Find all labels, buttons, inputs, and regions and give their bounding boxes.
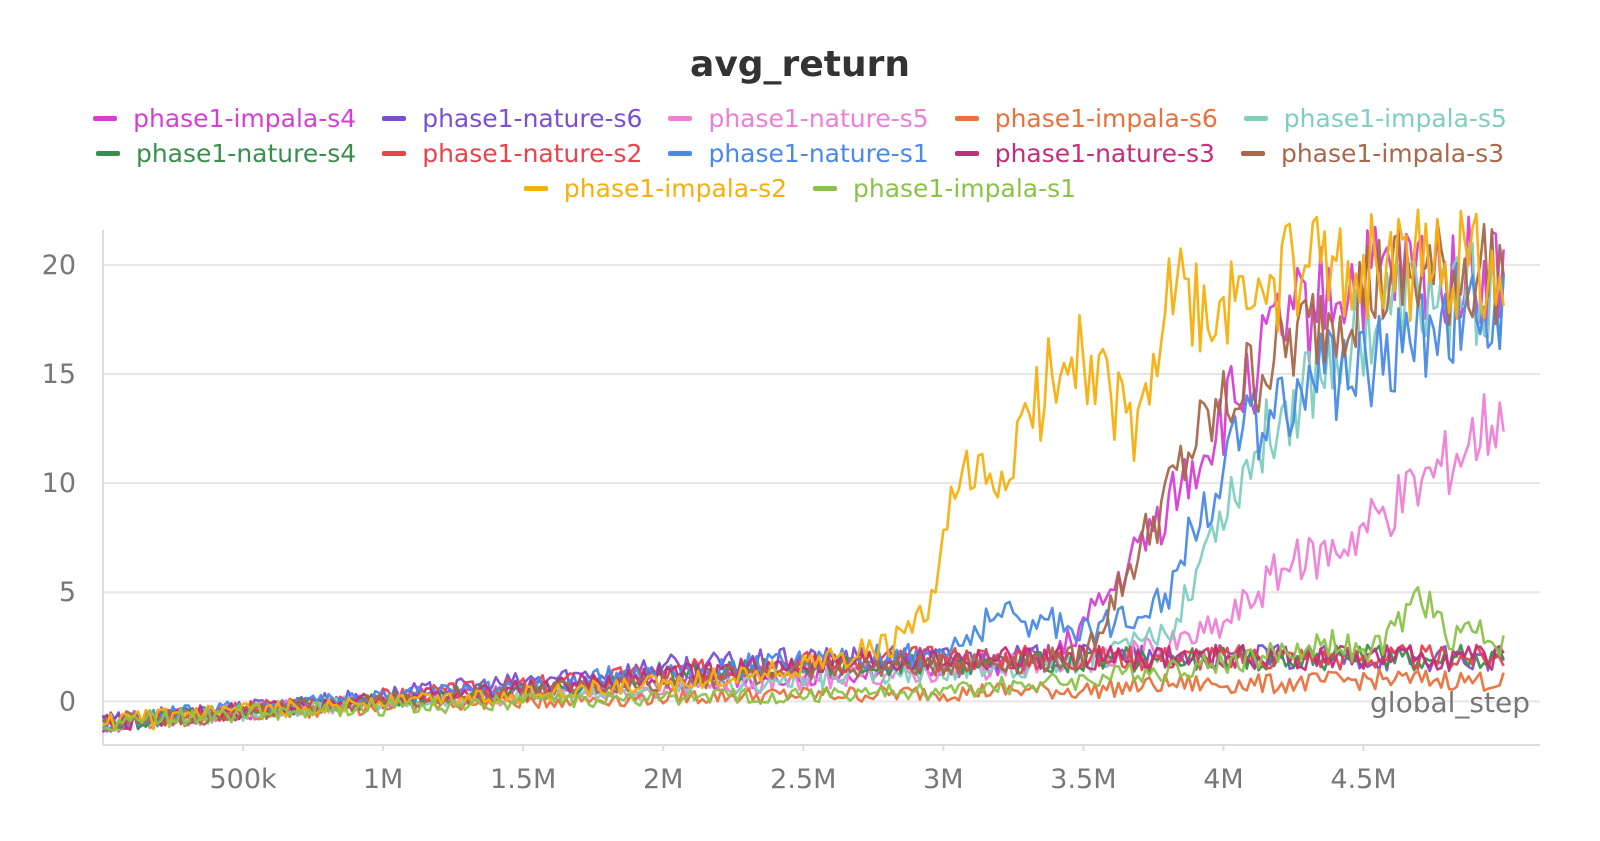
legend-label: phase1-nature-s1: [708, 139, 929, 168]
legend-swatch: [382, 116, 407, 121]
series-line-phase1-impala-s2[interactable]: [102, 208, 1505, 731]
x-tick-label: 2.5M: [770, 764, 836, 795]
legend-swatch: [668, 116, 693, 121]
legend-item[interactable]: phase1-impala-s3: [1240, 139, 1505, 168]
series-layer: [101, 208, 1505, 734]
legend-row-3: phase1-impala-s2 phase1-impala-s1: [0, 174, 1600, 203]
legend-label: phase1-impala-s1: [853, 174, 1077, 203]
chart-title: avg_return: [690, 44, 910, 85]
legend-swatch: [523, 186, 548, 191]
legend-label: phase1-nature-s5: [708, 104, 929, 133]
y-tick-label: 10: [42, 468, 76, 499]
legend-label: phase1-nature-s6: [422, 104, 643, 133]
legend-swatch: [954, 151, 979, 156]
legend-item[interactable]: phase1-nature-s6: [382, 104, 642, 133]
grid-layer: [102, 230, 1540, 746]
legend-row-2: phase1-nature-s4 phase1-nature-s2 phase1-n…: [0, 139, 1600, 168]
legend-label: phase1-nature-s4: [135, 139, 357, 168]
legend-item[interactable]: phase1-impala-s2: [523, 174, 787, 203]
legend-swatch: [382, 151, 407, 156]
legend-swatch: [95, 151, 120, 156]
series-line-phase1-impala-s5[interactable]: [101, 241, 1505, 731]
legend-row-1: phase1-impala-s4 phase1-nature-s6 phase1-n…: [0, 104, 1600, 133]
legend-swatch: [954, 116, 979, 121]
y-tick-label: 0: [59, 686, 76, 717]
legend-swatch: [668, 151, 693, 156]
legend-swatch: [1243, 116, 1268, 121]
tick-layer: 0 5 10 15 20 500k 1M 1.5M 2M 2.5M 3M 3.5M 4M 4.5M glob…: [42, 250, 1530, 795]
x-tick-label: 1M: [363, 764, 403, 795]
legend-label: phase1-impala-s4: [133, 104, 357, 133]
legend-item[interactable]: phase1-impala-s5: [1243, 104, 1507, 133]
legend-swatch: [93, 116, 118, 121]
x-tick-label: 4M: [1203, 764, 1243, 795]
x-tick-label: 3M: [923, 764, 963, 795]
legend-item[interactable]: phase1-impala-s1: [813, 174, 1076, 203]
legend-label: phase1-impala-s2: [563, 174, 787, 203]
legend-label: phase1-nature-s2: [422, 139, 643, 168]
legend-item[interactable]: phase1-impala-s4: [93, 104, 356, 133]
legend-item[interactable]: phase1-nature-s2: [382, 139, 642, 168]
legend-label: phase1-impala-s5: [1283, 104, 1507, 133]
legend-swatch: [1240, 151, 1265, 156]
x-axis-title: global_step: [1370, 686, 1530, 719]
y-tick-label: 20: [42, 250, 76, 281]
y-tick-label: 5: [59, 577, 76, 608]
x-tick-label: 3.5M: [1050, 764, 1116, 795]
legend-item[interactable]: phase1-impala-s6: [954, 104, 1218, 133]
legend-label: phase1-impala-s6: [994, 104, 1218, 133]
legend-label: phase1-impala-s3: [1280, 139, 1505, 168]
x-tick-label: 4.5M: [1330, 764, 1396, 795]
series-line-phase1-impala-s1[interactable]: [102, 585, 1505, 732]
legend-item[interactable]: phase1-nature-s5: [668, 104, 929, 133]
legend-item[interactable]: phase1-nature-s1: [668, 139, 929, 168]
legend-swatch: [813, 186, 837, 191]
y-tick-label: 15: [42, 359, 76, 390]
legend-item[interactable]: phase1-nature-s4: [95, 139, 357, 168]
legend-item[interactable]: phase1-nature-s3: [954, 139, 1215, 168]
legend-label: phase1-nature-s3: [994, 139, 1215, 168]
x-tick-label: 1.5M: [490, 764, 556, 795]
x-tick-label: 500k: [209, 764, 277, 795]
x-tick-label: 2M: [643, 764, 683, 795]
